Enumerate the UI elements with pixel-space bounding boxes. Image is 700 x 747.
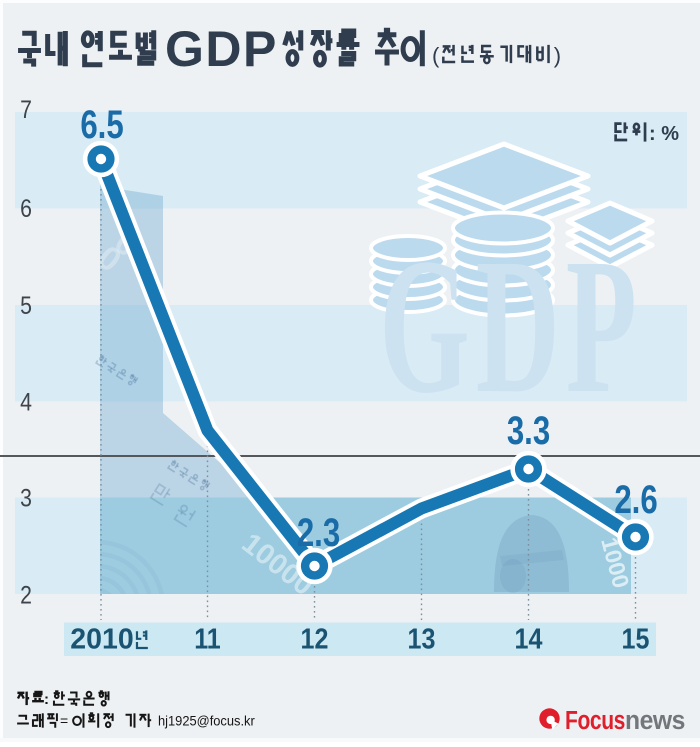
svg-text:4: 4 — [20, 388, 32, 416]
svg-text:5: 5 — [20, 291, 32, 319]
svg-text:6: 6 — [20, 194, 32, 222]
svg-text:GDP: GDP — [379, 218, 643, 434]
svg-text:2.3: 2.3 — [297, 510, 340, 555]
svg-text:13: 13 — [408, 623, 436, 655]
svg-text:6.5: 6.5 — [80, 102, 123, 147]
svg-text:12: 12 — [301, 623, 329, 655]
svg-text:2.6: 2.6 — [614, 477, 657, 522]
svg-text:3.3: 3.3 — [507, 408, 550, 453]
svg-text:7: 7 — [20, 95, 32, 123]
svg-text:Focus: Focus — [565, 707, 625, 736]
svg-text:(: ( — [432, 43, 440, 68]
svg-text:: %: : % — [649, 123, 679, 145]
svg-text:11: 11 — [194, 623, 221, 655]
svg-text:3: 3 — [20, 484, 32, 512]
svg-text:news: news — [625, 706, 685, 735]
svg-text:2: 2 — [20, 581, 32, 609]
svg-text:GDP: GDP — [165, 21, 278, 77]
svg-text:14: 14 — [515, 623, 543, 655]
svg-text:=: = — [60, 713, 68, 729]
svg-text:2010: 2010 — [70, 624, 133, 656]
svg-text::: : — [44, 691, 49, 708]
svg-text:15: 15 — [622, 623, 650, 655]
svg-text:): ) — [554, 43, 561, 68]
svg-text:hj1925@focus.kr: hj1925@focus.kr — [158, 713, 255, 729]
